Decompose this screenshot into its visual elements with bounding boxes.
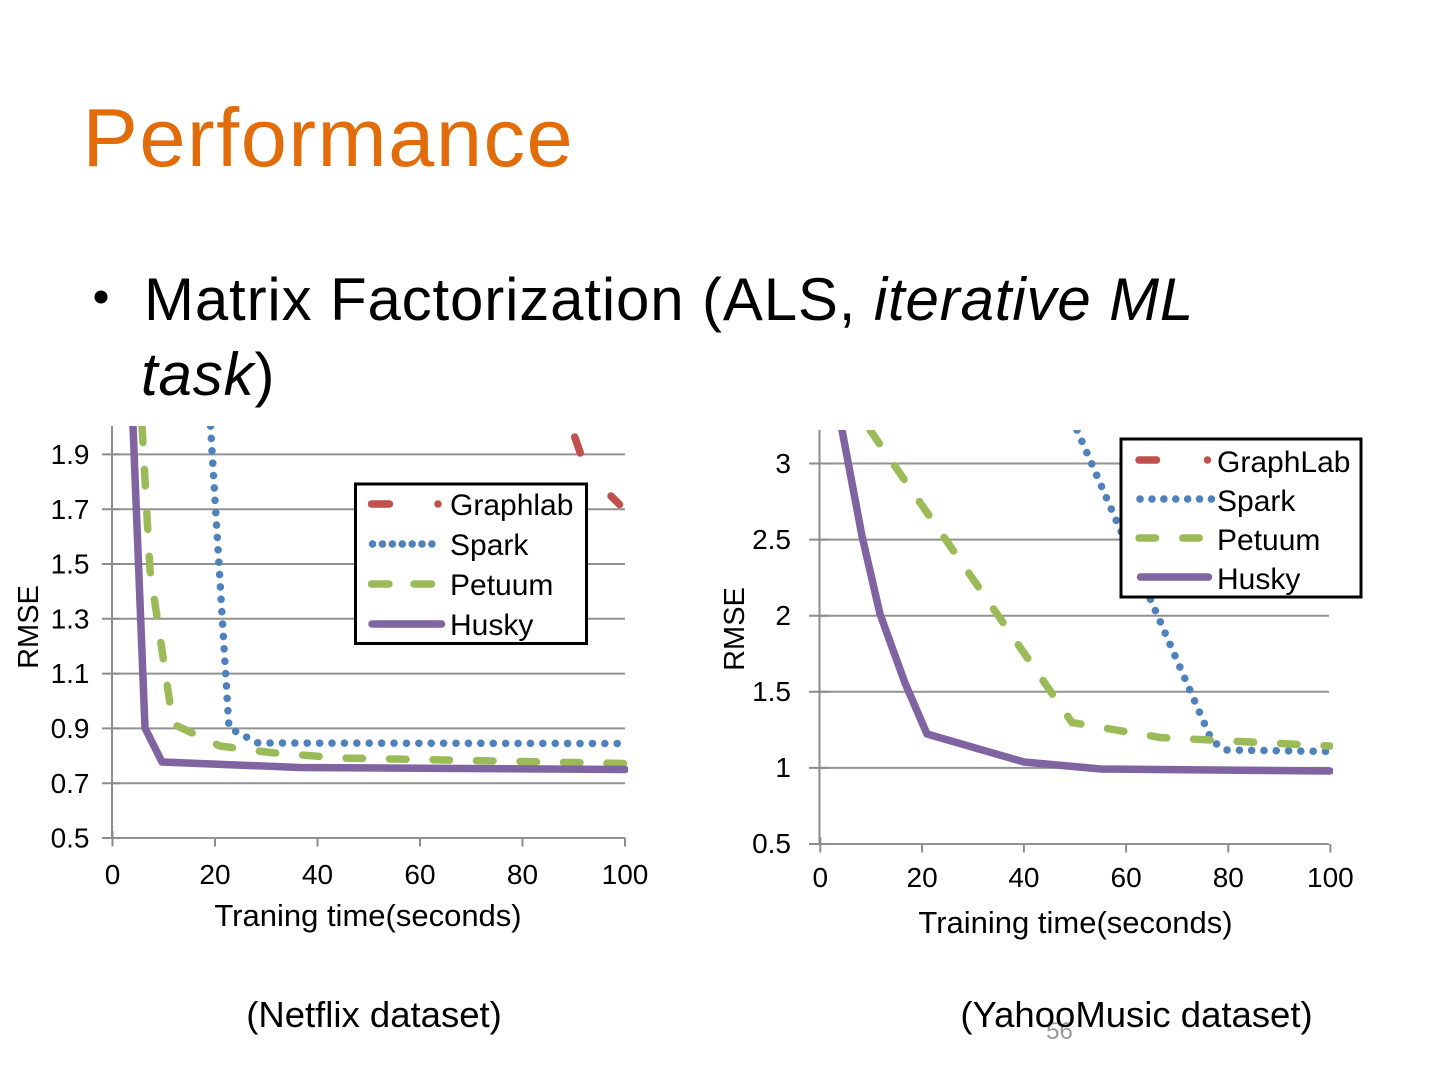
svg-text:0.9: 0.9 xyxy=(51,713,90,744)
svg-text:Training time(seconds): Training time(seconds) xyxy=(918,905,1232,940)
svg-text:1.9: 1.9 xyxy=(51,439,90,470)
svg-text:Performance: Performance xyxy=(83,91,575,184)
svg-text:100: 100 xyxy=(602,859,649,890)
svg-text:1.1: 1.1 xyxy=(51,658,90,689)
svg-text:Traning time(seconds): Traning time(seconds) xyxy=(214,898,521,933)
svg-text:Spark: Spark xyxy=(450,529,529,562)
svg-text:GraphLab: GraphLab xyxy=(1217,446,1350,479)
svg-text:3: 3 xyxy=(775,448,791,479)
svg-text:0: 0 xyxy=(813,862,829,893)
svg-text:2.5: 2.5 xyxy=(752,524,791,555)
svg-text:60: 60 xyxy=(404,859,435,890)
svg-text:0.5: 0.5 xyxy=(51,823,90,854)
svg-text:100: 100 xyxy=(1307,862,1354,893)
svg-text:0: 0 xyxy=(105,859,121,890)
svg-text:Graphlab: Graphlab xyxy=(450,489,573,522)
svg-text:(YahooMusic dataset): (YahooMusic dataset) xyxy=(960,994,1312,1035)
svg-text:60: 60 xyxy=(1111,862,1142,893)
svg-text:1.5: 1.5 xyxy=(752,676,791,707)
svg-text:RMSE: RMSE xyxy=(719,587,751,671)
svg-text:0.5: 0.5 xyxy=(752,828,791,859)
svg-text:56: 56 xyxy=(1046,1018,1073,1045)
svg-text:0.7: 0.7 xyxy=(51,768,90,799)
svg-text:Spark: Spark xyxy=(1217,485,1296,518)
svg-text:Petuum: Petuum xyxy=(1217,524,1320,557)
svg-text:1.5: 1.5 xyxy=(51,549,90,580)
svg-text:1.3: 1.3 xyxy=(51,604,90,635)
svg-text:80: 80 xyxy=(507,859,538,890)
svg-text:1: 1 xyxy=(775,752,791,783)
svg-text:20: 20 xyxy=(199,859,230,890)
svg-text:1.7: 1.7 xyxy=(51,494,90,525)
svg-text:40: 40 xyxy=(302,859,333,890)
svg-text:RMSE: RMSE xyxy=(13,585,45,669)
svg-text:Husky: Husky xyxy=(450,609,533,642)
svg-text:Petuum: Petuum xyxy=(450,569,553,602)
svg-text:(Netflix dataset): (Netflix dataset) xyxy=(246,994,502,1035)
svg-text:Matrix Factorization (ALS, ite: Matrix Factorization (ALS, iterative ML xyxy=(144,266,1194,333)
svg-text:2: 2 xyxy=(775,600,791,631)
svg-text:task): task) xyxy=(141,341,275,408)
svg-text:Husky: Husky xyxy=(1217,563,1300,596)
svg-text:20: 20 xyxy=(907,862,938,893)
svg-text:40: 40 xyxy=(1008,862,1039,893)
svg-text:80: 80 xyxy=(1213,862,1244,893)
